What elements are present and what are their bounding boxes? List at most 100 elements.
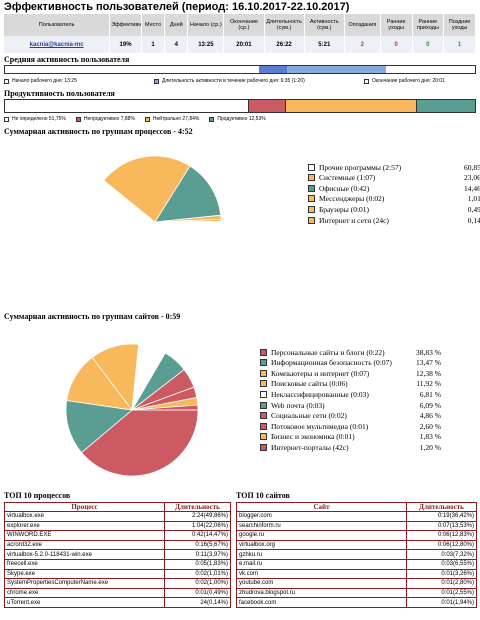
pie-legend-pct: 6,09 % (419, 400, 441, 410)
name-cell: SystemPropertiesComputerName.exe (4, 578, 165, 589)
top-sites-title: ТОП 10 сайтов (236, 491, 290, 500)
site-groups-legend: Персональные сайты и блоги (0:22) 38,83 %… (260, 347, 475, 457)
activity-swatch-icon (154, 78, 159, 84)
name-cell: virtualbox-5.2.0-118431-win.exe (4, 549, 165, 560)
pie-legend-pct: 60,85 % (464, 162, 480, 172)
table-row: uTorrent.exe 24(0,14%) (4, 597, 231, 608)
productivity-title: Продуктивность пользователя (4, 89, 115, 98)
table-row: chrome.exe 0:01(0,49%) (4, 587, 231, 599)
summary-cell: 26:22 (264, 36, 305, 53)
summary-header-cell: Эффективность (109, 14, 142, 36)
pie-legend-item: Персональные сайты и блоги (0:22) 38,83 % (260, 347, 441, 357)
pie-slice (88, 179, 222, 289)
name-cell: virtualbox.exe (4, 511, 165, 522)
table-row: WINWORD.EXE 0:42(14,47%) (4, 530, 231, 541)
name-cell: chrome.exe (4, 587, 165, 599)
table-row: explorer.exe 1:04(22,06%) (4, 520, 231, 532)
duration-cell: 0:01(2,80%) (406, 578, 477, 589)
name-cell: freecell.exe (4, 558, 165, 570)
duration-cell: 0:03(6,55%) (406, 558, 477, 570)
pie-legend-label: Потоковое мультимедиа (0:01) (271, 421, 369, 431)
table-row: virtualbox-5.2.0-118431-win.exe 0:11(3,97… (4, 549, 231, 560)
productivity-legend-label: Нейтрально 27,84% (152, 116, 200, 122)
table-row: SystemPropertiesComputerName.exe 0:02(1,0… (4, 578, 231, 589)
productivity-segment (285, 100, 417, 112)
duration-cell: 0:11(3,97%) (164, 549, 231, 560)
pie-legend-item: Интернет и сети (24c) 0,14 % (308, 215, 480, 225)
name-cell: blogger.com (236, 511, 407, 522)
summary-header-cell: Ранние уходы (380, 14, 413, 36)
productivity-legend-label: Не определено 51,75% (12, 116, 66, 122)
avg-legend-duration: Длительность активности в течение рабоче… (162, 78, 305, 84)
legend-swatch-icon (260, 443, 267, 451)
name-cell: e.mail.ru (236, 558, 407, 570)
productivity-segment (248, 100, 286, 112)
duration-cell: 0:07(13,53%) (406, 520, 477, 532)
summary-header-cell: Активность (сум.) (304, 14, 345, 36)
duration-cell: 24(0,14%) (164, 597, 231, 608)
pie-slice (154, 221, 222, 223)
productivity-legend: Не определено 51,75% Непродуктивно 7,88% Н… (4, 116, 276, 122)
table-row: youtube.com 0:01(2,80%) (236, 578, 477, 589)
pie-legend-item: Информационная безопасность (0:07) 13,47 … (260, 358, 441, 368)
table-row: acrord32.exe 0:16(5,67%) (4, 539, 231, 551)
process-groups-pie (88, 155, 222, 289)
table-row: gzhku.ru 0:03(7,32%) (236, 549, 477, 560)
legend-swatch-icon (260, 359, 267, 367)
duration-cell: 0:01(2,55%) (406, 587, 477, 599)
legend-swatch-icon (308, 195, 315, 203)
legend-swatch-icon (75, 116, 81, 122)
pie-legend-pct: 1,01 % (467, 194, 480, 204)
pie-legend-label: Системные (1:07) (319, 173, 376, 183)
legend-swatch-icon (308, 184, 315, 192)
pie-legend-item: Потоковое мультимедиа (0:01) 2,60 % (260, 421, 441, 431)
pie-legend-label: Поисковые сайты (0:06) (271, 379, 348, 389)
legend-swatch-icon (144, 116, 150, 122)
pie-legend-label: Неклассифицированные (0:03) (271, 389, 369, 399)
summary-cell: 5:21 (304, 36, 345, 53)
name-cell: explorer.exe (4, 520, 165, 532)
name-cell: WINWORD.EXE (4, 530, 165, 541)
table-row: virtualbox.org 0:06(12,80%) (236, 539, 477, 551)
name-cell: acrord32.exe (4, 539, 165, 551)
legend-swatch-icon (308, 205, 315, 213)
summary-header-cell: Ранние приходы (412, 14, 445, 36)
pie-legend-pct: 38,83 % (416, 347, 441, 357)
site-groups-pie (65, 343, 199, 477)
pie-legend-item: Интернет-порталы (42c) 1,20 % (260, 442, 441, 452)
pie-legend-label: Прочие программы (2:57) (319, 162, 402, 172)
pie-legend-item: Социальные сети (0:02) 4,86 % (260, 411, 441, 421)
user-link[interactable]: kacnia@kacnia-mc (4, 36, 111, 53)
pie-legend-label: Офисные (0:42) (319, 183, 370, 193)
start-swatch-icon (4, 78, 9, 84)
duration-cell: 0:16(5,67%) (164, 539, 231, 551)
top-processes-table: Процесс Длительность virtualbox.exe 2:24(49… (4, 502, 231, 608)
name-cell: zhudrova.blogspot.ru (236, 587, 407, 599)
pie-legend-pct: 4,86 % (419, 411, 441, 421)
summary-table: ПользовательЭффективностьМестоДнейНачало… (4, 14, 476, 53)
summary-header-cell: Начало (ср.) (187, 14, 225, 36)
pie-legend-label: Информационная безопасность (0:07) (271, 358, 392, 368)
legend-swatch-icon (260, 412, 267, 420)
duration-cell: 0:05(1,83%) (164, 558, 231, 570)
legend-swatch-icon (260, 369, 267, 377)
pie-legend-label: Социальные сети (0:02) (271, 411, 347, 421)
pie-slice (103, 155, 191, 223)
summary-data-row: kacnia@kacnia-mc 19% 1 4 13:25 20:01 26:22 5:21… (4, 36, 476, 53)
avg-activity-legend: Начало рабочего дня: 13:25 Длительность … (4, 78, 476, 84)
summary-header-cell: Место (141, 14, 166, 36)
pie-legend-item: Системные (1:07) 23,06 % (308, 173, 480, 183)
end-swatch-icon (364, 78, 369, 84)
pie-slice (81, 409, 199, 477)
productivity-legend-item: Непродуктивно 7,88% (75, 116, 135, 122)
legend-swatch-icon (308, 216, 315, 224)
table-row: searchinform.ru 0:07(13,53%) (236, 520, 477, 532)
summary-header-cell: Поздние уходы (443, 14, 476, 36)
duration-cell: 0:01(1,94%) (406, 597, 477, 608)
pie-slice (65, 400, 133, 454)
site-groups-title: Суммарная активность по группам сайтов -… (4, 312, 181, 321)
table-header-cell: Сайт (236, 502, 407, 512)
summary-header-cell: Дней (164, 14, 189, 36)
summary-cell: 19% (109, 36, 142, 53)
avg-activity-title: Средняя активность пользователя (4, 55, 130, 64)
